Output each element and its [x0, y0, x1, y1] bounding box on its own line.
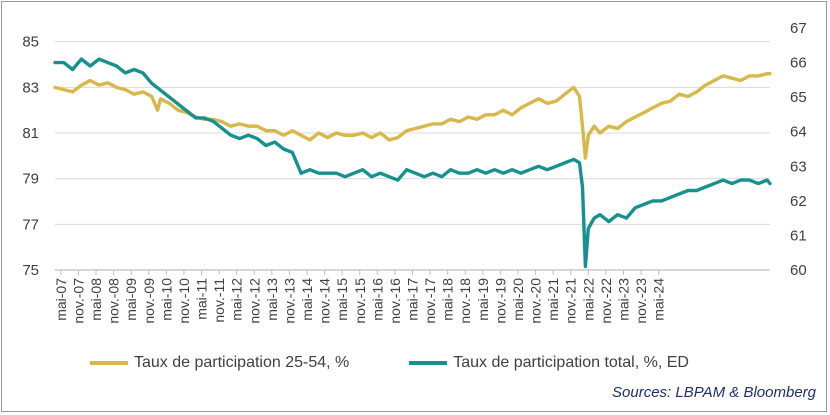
legend-item-series-2: Taux de participation total, %, ED	[409, 354, 689, 372]
source-note: Sources: LBPAM & Bloomberg	[612, 384, 816, 401]
x-tick-label: mai-18	[440, 278, 456, 321]
legend-label-series-2: Taux de participation total, %, ED	[453, 354, 689, 371]
x-tick-label: mai-22	[580, 278, 596, 321]
x-tick-label: mai-10	[158, 278, 174, 321]
x-tick-label: mai-21	[545, 278, 561, 321]
x-tick-label: nov.-23	[633, 278, 649, 324]
x-tick-label: mai-09	[123, 278, 139, 321]
y-right-tick-label: 67	[790, 20, 807, 37]
x-tick-label: mai-13	[264, 278, 280, 321]
x-tick-label: nov.-15	[352, 278, 368, 324]
series-line-2	[53, 57, 772, 269]
x-tick-label: mai-11	[194, 278, 210, 320]
legend-item-series-1: Taux de participation 25-54, %	[90, 354, 349, 372]
legend: Taux de participation 25-54, % Taux de p…	[90, 354, 749, 372]
x-tick-label: mai-08	[88, 278, 104, 321]
y-left-tick-label: 83	[22, 79, 39, 96]
legend-label-series-1: Taux de participation 25-54, %	[134, 354, 350, 371]
legend-swatch-series-1	[90, 361, 128, 365]
x-tick-label: nov.-14	[317, 278, 333, 324]
y-left-tick-label: 77	[22, 216, 39, 233]
x-tick-label: nov.-10	[176, 278, 192, 324]
x-tick-label: mai-16	[369, 278, 385, 321]
x-tick-label: mai-15	[334, 278, 350, 321]
y-right-tick-label: 61	[790, 227, 807, 244]
y-right-tick-label: 66	[790, 55, 807, 72]
x-tick-label: nov.-20	[528, 278, 544, 324]
x-tick-label: mai-24	[651, 278, 667, 321]
x-tick-label: nov.-16	[387, 278, 403, 324]
series-lines	[53, 57, 772, 269]
x-tick-label: nov.-12	[246, 278, 262, 324]
y-right-tick-label: 62	[790, 193, 807, 210]
x-tick-label: nov.-08	[106, 278, 122, 324]
x-tick-label: mai-17	[405, 278, 421, 321]
legend-swatch-series-2	[409, 361, 448, 365]
gridlines	[55, 41, 770, 225]
x-tick-label: nov.-19	[492, 278, 508, 324]
y-right-tick-label: 63	[790, 158, 807, 175]
x-tick-label: mai-20	[510, 278, 526, 321]
series-line-1	[53, 72, 772, 160]
x-tick-label: nov.-17	[422, 278, 438, 324]
x-tick-label: mai-23	[615, 278, 631, 321]
x-tick-label: nov.-07	[70, 278, 86, 324]
x-tick-label: nov.-09	[141, 278, 157, 324]
x-tick-label: nov.-21	[563, 278, 579, 324]
y-right-tick-label: 64	[790, 124, 807, 141]
x-tick-label: mai-12	[229, 278, 245, 321]
y-right-tick-label: 60	[790, 262, 807, 279]
y-left-tick-label: 81	[22, 125, 39, 142]
y-left-tick-label: 79	[22, 171, 39, 188]
x-tick-label: nov.-11	[211, 278, 227, 323]
x-tick-label: mai-07	[53, 278, 69, 321]
y-left-tick-label: 85	[22, 34, 39, 51]
y-left-tick-label: 75	[22, 262, 39, 279]
x-tick-label: nov.-13	[281, 278, 297, 324]
y-right-tick-label: 65	[790, 89, 807, 106]
x-tick-label: mai-14	[299, 278, 315, 321]
x-tick-label: nov.-22	[598, 278, 614, 324]
x-tick-label: mai-19	[475, 278, 491, 321]
x-tick-label: nov.-18	[457, 278, 473, 324]
